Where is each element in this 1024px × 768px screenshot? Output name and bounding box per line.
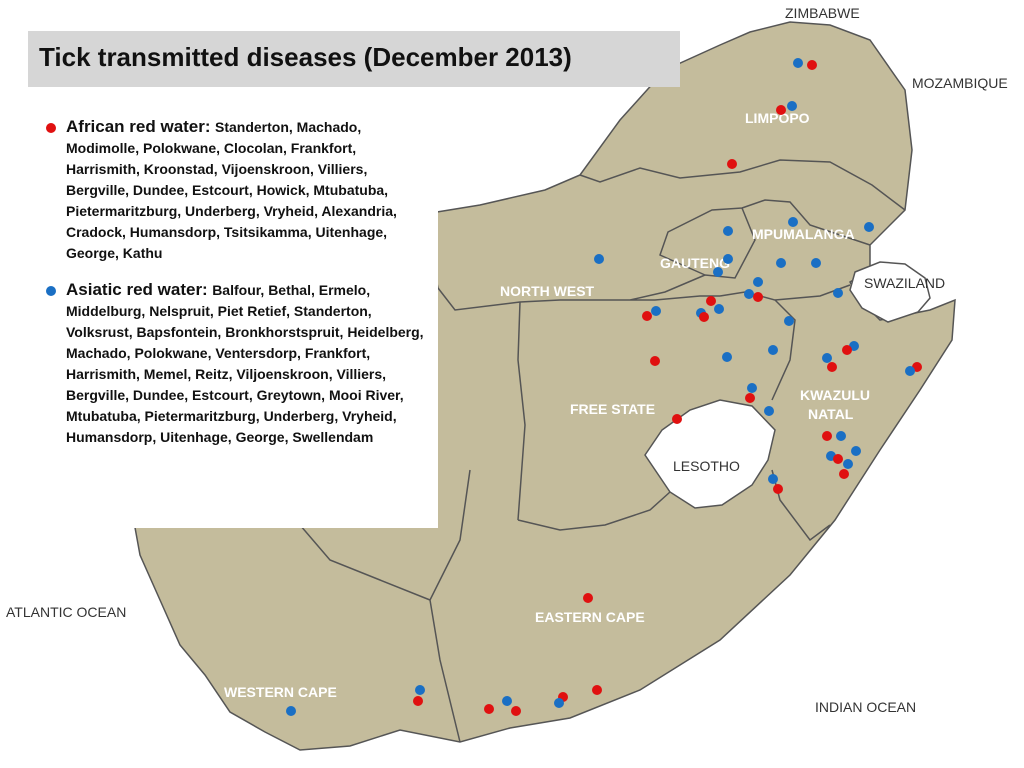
legend-label: African red water: [66, 117, 211, 136]
marker-african [827, 362, 837, 372]
province-label-natal: NATAL [808, 406, 854, 422]
marker-asiatic [415, 685, 425, 695]
province-label-western-cape: WESTERN CAPE [224, 684, 337, 700]
marker-african [727, 159, 737, 169]
marker-asiatic [554, 698, 564, 708]
marker-african [511, 706, 521, 716]
legend-entry-african-red-water: African red water: Standerton, Machado, … [46, 116, 430, 264]
province-label-mpumalanga: MPUMALANGA [752, 226, 855, 242]
lesotho-country [644, 399, 776, 509]
province-label-kwazulu: KWAZULU [800, 387, 870, 403]
marker-african [592, 685, 602, 695]
province-label-free-state: FREE STATE [570, 401, 655, 417]
marker-asiatic [793, 58, 803, 68]
marker-asiatic [768, 474, 778, 484]
marker-asiatic [594, 254, 604, 264]
blue-dot-icon [46, 286, 56, 296]
country-label-swaziland: SWAZILAND [864, 275, 945, 291]
marker-asiatic [905, 366, 915, 376]
province-label-gauteng: GAUTENG [660, 255, 730, 271]
ocean-label-indian: INDIAN OCEAN [815, 699, 916, 715]
marker-african [583, 593, 593, 603]
marker-asiatic [787, 101, 797, 111]
province-label-eastern-cape: EASTERN CAPE [535, 609, 645, 625]
legend-label: Asiatic red water: [66, 280, 208, 299]
marker-asiatic [714, 304, 724, 314]
marker-african [753, 292, 763, 302]
marker-african [672, 414, 682, 424]
marker-asiatic [776, 258, 786, 268]
legend-entry-asiatic-red-water: Asiatic red water: Balfour, Bethal, Erme… [46, 279, 430, 448]
case-markers [286, 58, 922, 716]
marker-asiatic [286, 706, 296, 716]
marker-asiatic [788, 217, 798, 227]
marker-african [839, 469, 849, 479]
legend-towns: Balfour, Bethal, Ermelo, Middelburg, Nel… [66, 282, 424, 445]
marker-african [776, 105, 786, 115]
marker-asiatic [864, 222, 874, 232]
marker-african [822, 431, 832, 441]
red-dot-icon [46, 123, 56, 133]
marker-african [706, 296, 716, 306]
province-borders [249, 159, 906, 743]
marker-asiatic [722, 352, 732, 362]
marker-african [833, 454, 843, 464]
marker-african [484, 704, 494, 714]
legend-panel: African red water: Standerton, Machado, … [28, 100, 438, 528]
marker-asiatic [811, 258, 821, 268]
country-label-lesotho: LESOTHO [673, 458, 740, 474]
marker-african [413, 696, 423, 706]
country-label-zimbabwe: ZIMBABWE [785, 5, 860, 21]
province-label-north-west: NORTH WEST [500, 283, 595, 299]
country-label-mozambique: MOZAMBIQUE [912, 75, 1008, 91]
marker-african [842, 345, 852, 355]
marker-asiatic [753, 277, 763, 287]
marker-asiatic [843, 459, 853, 469]
marker-african [642, 311, 652, 321]
marker-asiatic [744, 289, 754, 299]
marker-asiatic [502, 696, 512, 706]
marker-asiatic [833, 288, 843, 298]
marker-african [773, 484, 783, 494]
marker-asiatic [713, 267, 723, 277]
swaziland-country [849, 261, 931, 323]
ocean-label-atlantic: ATLANTIC OCEAN [6, 604, 126, 620]
marker-asiatic [768, 345, 778, 355]
marker-asiatic [822, 353, 832, 363]
marker-african [745, 393, 755, 403]
marker-african [650, 356, 660, 366]
page-title: Tick transmitted diseases (December 2013… [39, 42, 572, 72]
marker-asiatic [651, 306, 661, 316]
marker-asiatic [723, 226, 733, 236]
province-label-limpopo: LIMPOPO [745, 110, 810, 126]
marker-asiatic [723, 254, 733, 264]
marker-asiatic [836, 431, 846, 441]
title-banner: Tick transmitted diseases (December 2013… [28, 31, 680, 87]
marker-asiatic [784, 316, 794, 326]
marker-african [807, 60, 817, 70]
marker-asiatic [747, 383, 757, 393]
marker-asiatic [764, 406, 774, 416]
marker-african [699, 312, 709, 322]
legend-towns: Standerton, Machado, Modimolle, Polokwan… [66, 119, 397, 261]
marker-asiatic [851, 446, 861, 456]
